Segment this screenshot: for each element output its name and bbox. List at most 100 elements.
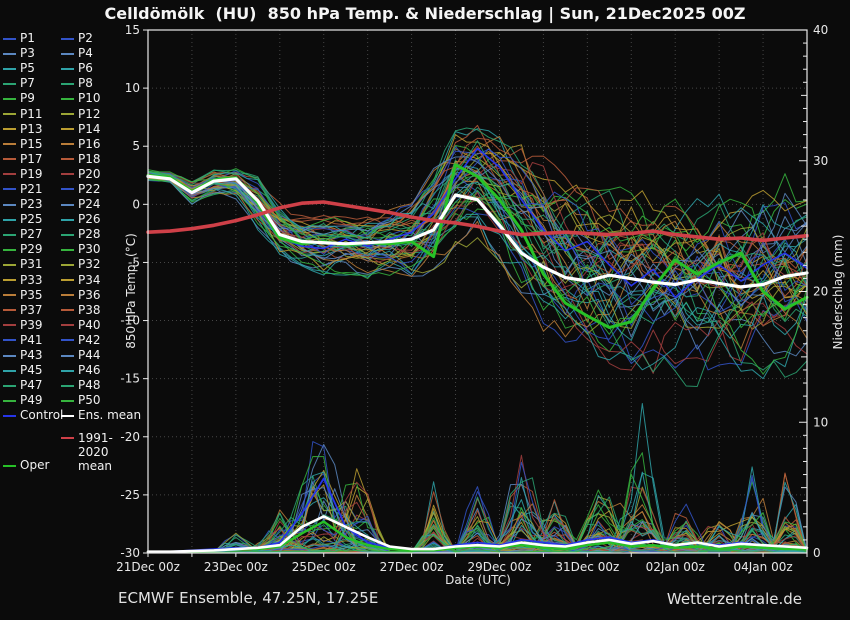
legend-swatch [61,82,74,85]
legend-label: P37 [20,302,43,317]
legend-label: P29 [20,242,43,257]
x-tick-label: 02Jan 00z [646,560,705,574]
member-temp-line [147,166,808,306]
legend-swatch [3,218,16,221]
legend-item: P12 [61,106,147,121]
legend-label: P25 [20,212,43,227]
y-axis-label-right: Niederschlag (mm) [831,234,845,350]
legend-label: P30 [78,242,101,257]
legend-item: P17 [3,152,61,167]
x-tick-label: 29Dec 00z [468,560,532,574]
legend-item: P6 [61,61,147,76]
legend-label: P44 [78,348,101,363]
legend-label: P20 [78,166,101,181]
legend-item: P48 [61,378,147,393]
legend-label: P21 [20,181,43,196]
legend-item: P13 [3,122,61,137]
legend-members: P1 P2 P3 P4 P5 P6 P7 P8 P9 P10 P11 P12 P13 P14 P15 P16 P… [3,31,147,423]
legend-item: P43 [3,348,61,363]
legend-swatch [3,384,16,387]
legend-label: Control [20,408,64,423]
legend-swatch [61,113,74,116]
legend-item: P3 [3,46,61,61]
legend-swatch [3,263,16,266]
legend-label: P5 [20,61,35,76]
y-left-tick-label: -25 [120,488,140,502]
legend-swatch [3,67,16,70]
legend-label: P32 [78,257,101,272]
legend-item: P15 [3,137,61,152]
legend-swatch [61,158,74,161]
legend-item: P19 [3,167,61,182]
legend-label: P14 [78,121,101,136]
legend-item: P50 [61,393,147,408]
legend-label: P23 [20,197,43,212]
legend-label: P31 [20,257,43,272]
legend-label: P26 [78,212,101,227]
legend-label: 1991-2020 mean [78,431,113,473]
legend-label: P28 [78,227,101,242]
climate-mean-line [146,200,809,243]
legend-label: P9 [20,91,35,106]
legend-swatch [3,143,16,146]
legend-item: P23 [3,197,61,212]
legend-item: P2 [61,31,147,46]
legend-item: Control [3,408,64,423]
legend-item: P11 [3,106,61,121]
legend-swatch [3,173,16,176]
y-left-tick-label: -15 [120,372,140,386]
legend-label: P16 [78,136,101,151]
legend-item: P44 [61,348,147,363]
legend-swatch [61,97,74,100]
legend-swatch [3,294,16,297]
legend-item: P22 [61,182,147,197]
legend-swatch [61,248,74,251]
legend-swatch [3,414,16,417]
legend-swatch [3,339,16,342]
y-axis-label-left: 850 hPa Temp. (°C) [124,233,138,349]
y-left-tick-label: -30 [120,546,140,560]
legend-item: P37 [3,303,61,318]
x-tick-label: 04Jan 00z [733,560,792,574]
legend-label: P50 [78,393,101,408]
legend-swatch [3,279,16,282]
legend-swatch [3,324,16,327]
legend-swatch [61,67,74,70]
y-left-tick-label: 0 [132,197,140,211]
legend-item: Oper [3,458,61,473]
legend-label: P47 [20,378,43,393]
legend-swatch [61,203,74,206]
legend-item: P24 [61,197,147,212]
footer-brand: Wetterzentrale.de [666,590,802,608]
legend-label: P15 [20,136,43,151]
legend-label: P3 [20,46,35,61]
legend-label: Ens. mean [78,408,142,423]
y-left-tick-label: -5 [128,255,140,269]
legend-label: P33 [20,272,43,287]
legend-item: P8 [61,76,147,91]
legend-swatch [61,279,74,282]
x-tick-label: 27Dec 00z [380,560,444,574]
footer-model-info: ECMWF Ensemble, 47.25N, 17.25E [118,589,379,607]
legend-item: P7 [3,76,61,91]
member-temp-line [147,165,808,341]
y-left-tick-label: 5 [132,139,140,153]
legend-swatch [3,464,16,467]
legend-swatch [61,128,74,131]
legend-item: Ens. mean [61,408,147,423]
legend-label: P27 [20,227,43,242]
legend-item: P25 [3,212,61,227]
legend-label: P6 [78,61,93,76]
legend-swatch [61,143,74,146]
legend-label: P8 [78,76,93,91]
legend-item: P1 [3,31,61,46]
legend-swatch [3,158,16,161]
axis-ticks [143,29,808,557]
y-left-tick-label: -20 [120,430,140,444]
legend-item: P40 [61,318,147,333]
y-left-tick-label: 15 [125,23,140,37]
ens-mean-precip-line [146,515,809,554]
legend-swatch [3,354,16,357]
